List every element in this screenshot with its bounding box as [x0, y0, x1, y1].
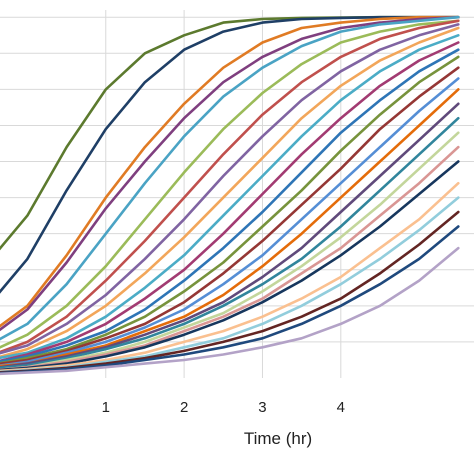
series-line-8 — [0, 23, 460, 355]
x-axis-label: Time (hr) — [244, 429, 312, 448]
x-tick-label-1: 1 — [102, 399, 110, 416]
series-line-11 — [0, 41, 460, 363]
series-line-4 — [0, 15, 460, 332]
gridlines — [0, 10, 474, 378]
x-tick-label-3: 3 — [258, 399, 266, 416]
series-line-14 — [0, 66, 460, 366]
series-line-7 — [0, 19, 460, 354]
series-lines — [0, 15, 460, 376]
series-line-19 — [0, 131, 460, 372]
series-line-9 — [0, 26, 460, 359]
series-line-16 — [0, 88, 460, 368]
series-line-26 — [0, 246, 460, 376]
x-tick-label-4: 4 — [337, 399, 345, 416]
x-tick-labels: 1 2 3 4 — [102, 399, 345, 416]
series-line-12 — [0, 48, 460, 363]
series-line-10 — [0, 33, 460, 360]
series-line-3 — [0, 15, 460, 328]
series-line-18 — [0, 116, 460, 370]
series-line-25 — [0, 225, 460, 375]
series-line-17 — [0, 102, 460, 369]
series-line-13 — [0, 55, 460, 365]
series-line-20 — [0, 145, 460, 372]
series-line-21 — [0, 160, 460, 372]
x-tick-label-2: 2 — [180, 399, 188, 416]
series-line-6 — [0, 19, 460, 349]
series-line-22 — [0, 181, 460, 373]
series-line-2 — [0, 15, 460, 294]
series-line-15 — [0, 77, 460, 367]
series-line-5 — [0, 15, 460, 341]
